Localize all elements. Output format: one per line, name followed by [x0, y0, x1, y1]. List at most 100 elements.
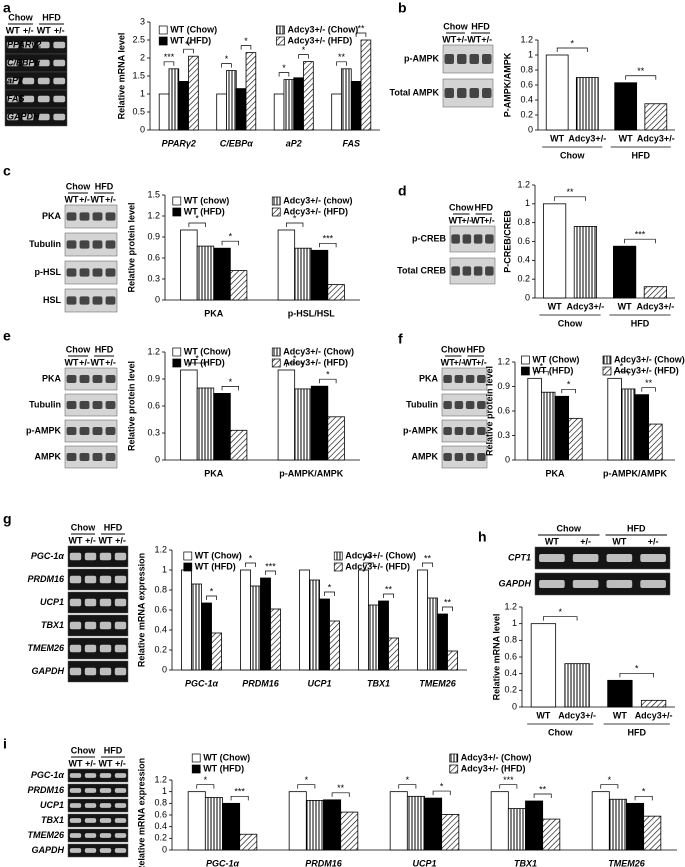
blot-row-label: PRDM16 — [27, 785, 65, 795]
legend-label: Adcy3+/- (Chow) — [345, 550, 416, 560]
sig-bracket — [331, 792, 350, 797]
blot-lane: +/- — [648, 536, 659, 546]
legend-label: Adcy3+/- (HFD) — [461, 763, 526, 773]
legend-swatch — [158, 36, 168, 46]
blot-lane: +/- — [476, 357, 487, 367]
blot-strip — [67, 591, 129, 614]
bar — [204, 797, 223, 851]
y-tick-label: 0 — [155, 294, 160, 304]
y-axis-label: Relative protein level — [126, 202, 136, 292]
blot-band — [473, 234, 483, 244]
sig-label: * — [642, 787, 646, 797]
x-tick-label: PGC-1α — [206, 858, 240, 867]
legend-swatch — [191, 764, 201, 774]
blot-band — [539, 554, 565, 562]
bar — [158, 93, 170, 131]
y-tick-label: 0.3 — [497, 430, 510, 440]
bar — [437, 613, 448, 671]
bar — [226, 70, 237, 131]
sig-label: * — [305, 775, 309, 785]
sig-label: ** — [185, 40, 193, 50]
blot-lane: WT — [91, 194, 105, 204]
blot-band — [114, 773, 127, 778]
blot-row-label: p-AMPK — [404, 53, 439, 63]
y-tick-label: 0.5 — [132, 106, 145, 116]
blot-band — [465, 427, 475, 435]
blot-lane: WT — [612, 536, 626, 546]
blot-lane: WT — [449, 215, 463, 225]
blot-band — [451, 266, 460, 276]
blot-band — [22, 41, 35, 49]
y-tick-label: 0.6 — [147, 400, 160, 410]
legend-label: Adcy3+/- (HFD) — [345, 561, 410, 571]
blot-band — [6, 113, 19, 121]
blot-lane: +/- — [54, 25, 65, 35]
blot-band — [69, 803, 82, 808]
bar — [378, 600, 389, 671]
bar — [644, 103, 668, 131]
blot-group: HFD — [95, 181, 114, 191]
sig-bracket — [319, 242, 337, 248]
blot-row-label: GAPDH — [31, 845, 64, 855]
blot-strip — [67, 813, 129, 828]
blot-strip — [441, 419, 488, 443]
sig-bracket — [442, 606, 453, 611]
legend-swatch — [172, 207, 182, 217]
bar — [240, 569, 251, 671]
sig-label: * — [440, 781, 444, 791]
blot-group: HFD — [42, 12, 61, 22]
blot-band — [53, 77, 66, 85]
y-tick-label: 0 — [525, 292, 530, 302]
sig-bracket — [245, 562, 256, 567]
blot-lane: WT — [69, 535, 83, 545]
legend-label: WT (Chow) — [195, 550, 242, 560]
sig-label: * — [608, 775, 612, 785]
blot-group: HFD — [475, 202, 494, 212]
y-tick-label: 0.8 — [154, 584, 167, 594]
bar — [541, 391, 556, 461]
legend-swatch — [276, 36, 285, 46]
blot-row-label: p-HSL — [35, 267, 62, 277]
sig-label: ** — [444, 597, 452, 607]
y-tick-label: 1 — [525, 198, 530, 208]
blot-strip — [64, 445, 118, 469]
blot-row-label: PRDM16 — [27, 574, 65, 584]
bar — [564, 663, 590, 708]
blot-group: Chow — [449, 202, 474, 212]
blot-band — [92, 268, 103, 277]
sig-label: *** — [635, 230, 646, 240]
blot-strip — [534, 572, 671, 596]
blot-band — [99, 575, 112, 584]
blot-band — [572, 580, 599, 588]
blot-strip — [534, 546, 671, 570]
legend-label: WT (Chow) — [532, 354, 579, 364]
y-tick-label: 0.6 — [517, 236, 530, 246]
legend-swatch — [333, 562, 343, 572]
x-tick-label: WT — [548, 301, 562, 311]
blot-band — [482, 53, 492, 65]
x-tick-label: Adcy3+/- — [567, 301, 605, 311]
y-tick-label: 1.2 — [154, 544, 167, 554]
blot-band — [6, 41, 19, 49]
y-tick-label: 0.8 — [517, 217, 530, 227]
y-axis-label: P-AMPK/AMPK — [502, 52, 512, 117]
sig-bracket — [221, 63, 232, 68]
blot-lane: WT — [65, 194, 79, 204]
legend-label: Adcy3+/- (Chow) — [288, 24, 359, 34]
sig-bracket — [600, 784, 619, 789]
blot-lane: WT — [6, 25, 20, 35]
blot-lane: +/- — [79, 357, 90, 367]
blot-band — [37, 77, 50, 85]
blot-row-label: Tubulin — [29, 239, 61, 249]
sig-label: ** — [637, 66, 645, 76]
bar — [525, 800, 544, 851]
blot-band — [114, 575, 127, 584]
blot-band — [457, 87, 467, 99]
blot-band — [477, 401, 486, 409]
sig-bracket — [230, 795, 249, 801]
blot-band — [66, 401, 77, 409]
blot-band — [485, 266, 494, 276]
blot-lane: WT — [471, 215, 485, 225]
sig-label: * — [225, 54, 229, 64]
